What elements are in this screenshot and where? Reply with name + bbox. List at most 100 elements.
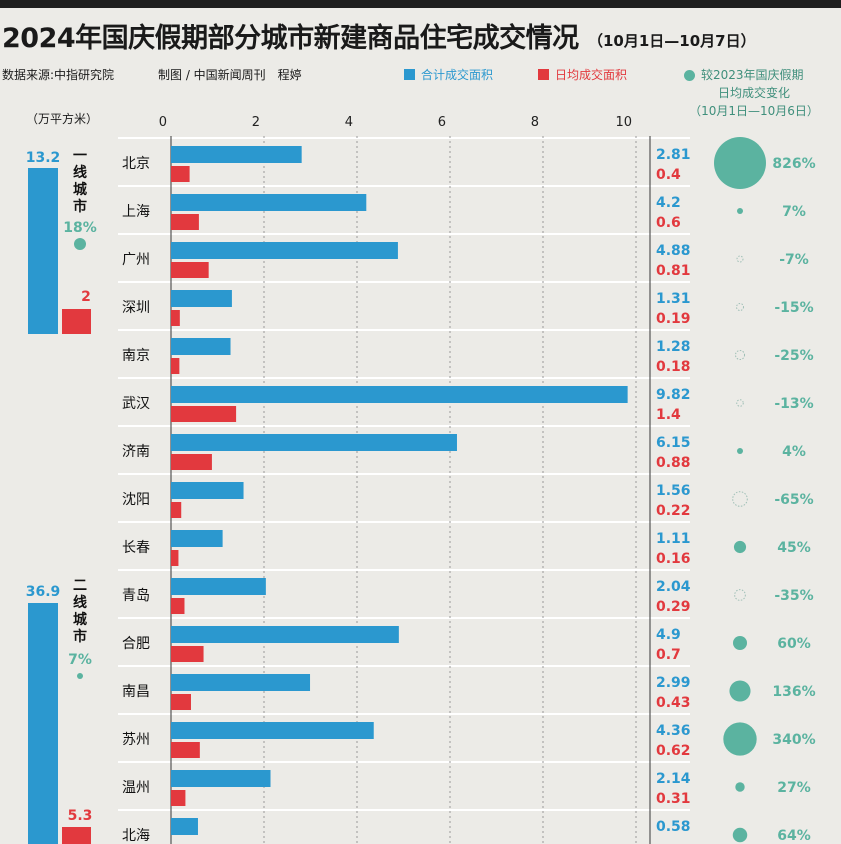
tier1-total-value: 13.2 (26, 150, 61, 166)
change-circle (737, 448, 743, 454)
change-circle (736, 255, 744, 263)
bar-daily (171, 598, 185, 614)
bar-total (171, 242, 398, 259)
bar-daily (171, 214, 199, 230)
bar-daily (171, 166, 190, 182)
bar-daily (171, 646, 204, 662)
value-label-daily: 0.18 (656, 359, 691, 375)
bar-daily (171, 550, 179, 566)
data-source: 数据来源:中指研究院 (2, 68, 115, 82)
tier2-daily-bar (62, 827, 91, 844)
bar-total (171, 434, 457, 451)
change-circle (732, 827, 748, 843)
bar-total (171, 530, 223, 547)
tier2-label-char: 市 (73, 628, 87, 645)
x-tick-label: 2 (252, 115, 260, 130)
category-label: 北京 (122, 156, 150, 172)
bar-daily (171, 406, 237, 422)
change-label: 340% (772, 732, 815, 748)
category-label: 北海 (122, 828, 150, 844)
value-label-total: 1.56 (656, 483, 691, 499)
category-label: 南昌 (122, 684, 150, 700)
change-label: 7% (782, 204, 806, 220)
category-label: 上海 (122, 204, 150, 220)
change-circle (734, 349, 746, 361)
category-label: 长春 (122, 540, 150, 556)
value-label-total: 2.99 (656, 675, 691, 691)
change-label: 136% (772, 684, 815, 700)
legend-total-swatch (404, 69, 415, 80)
change-circle (732, 491, 748, 507)
category-label: 武汉 (122, 396, 150, 412)
change-circle (714, 137, 766, 189)
value-label-daily: 0.7 (656, 647, 681, 663)
value-label-total: 4.9 (656, 627, 681, 643)
change-label: -25% (774, 348, 813, 364)
legend-change-line1: 较2023年国庆假期 (701, 68, 804, 82)
value-label-daily: 0.22 (656, 503, 691, 519)
value-label-total: 0.58 (656, 819, 691, 835)
change-label: -7% (779, 252, 809, 268)
x-tick-label: 4 (345, 115, 353, 130)
x-tick-label: 0 (159, 115, 167, 130)
tier2-change-dot (77, 673, 83, 679)
bar-daily (171, 502, 182, 518)
bar-daily (171, 454, 212, 470)
change-label: -13% (774, 396, 813, 412)
change-circle (737, 208, 743, 214)
change-label: 60% (777, 636, 811, 652)
value-label-daily: 0.16 (656, 551, 691, 567)
change-label: 826% (772, 156, 815, 172)
change-circle (735, 782, 745, 792)
value-label-total: 4.2 (656, 195, 681, 211)
value-label-daily: 0.62 (656, 743, 691, 759)
tier2-label-char: 二 (73, 578, 87, 594)
change-label: 4% (782, 444, 806, 460)
category-label: 苏州 (122, 732, 150, 748)
tier2-change-value: 7% (68, 652, 92, 668)
bar-total (171, 194, 367, 211)
unit-label: （万平方米） (26, 112, 99, 126)
tier2-label-char: 线 (73, 594, 87, 611)
category-label: 南京 (122, 348, 150, 364)
change-label: -35% (774, 588, 813, 604)
tier1-daily-value: 2 (81, 289, 91, 305)
value-label-daily: 0.81 (656, 263, 691, 279)
value-label-total: 1.31 (656, 291, 691, 307)
value-label-total: 1.28 (656, 339, 691, 355)
change-circle (736, 399, 744, 407)
tier1-label-char: 城 (73, 181, 87, 198)
change-label: 45% (777, 540, 811, 556)
top-rule (0, 0, 841, 8)
bar-daily (171, 358, 180, 374)
category-label: 温州 (122, 780, 150, 796)
change-circle (733, 540, 747, 554)
legend-change-dot (684, 69, 695, 81)
change-circle (734, 589, 746, 601)
bar-total (171, 722, 374, 739)
bar-total (171, 146, 302, 163)
tier2-total-bar (28, 603, 58, 844)
legend-change-line3: （10月1日—10月6日） (689, 104, 819, 118)
bar-total (171, 770, 271, 787)
bar-total (171, 386, 628, 403)
bar-total (171, 818, 198, 835)
value-label-total: 2.14 (656, 771, 691, 787)
category-label: 济南 (122, 444, 150, 460)
value-label-daily: 1.4 (656, 407, 681, 423)
value-label-total: 6.15 (656, 435, 691, 451)
bar-total (171, 290, 232, 307)
x-tick-label: 8 (531, 115, 539, 130)
value-label-total: 2.04 (656, 579, 691, 595)
bar-total (171, 482, 244, 499)
value-label-total: 9.82 (656, 387, 691, 403)
value-label-daily: 0.43 (656, 695, 691, 711)
legend-daily-label: 日均成交面积 (555, 68, 628, 82)
value-label-daily: 0.31 (656, 791, 691, 807)
legend-total: 合计成交面积 (404, 66, 493, 83)
value-label-daily: 0.6 (656, 215, 681, 231)
tier2-total-value: 36.9 (26, 584, 61, 600)
legend-total-label: 合计成交面积 (421, 68, 494, 82)
legend-change: 较2023年国庆假期 日均成交变化 （10月1日—10月6日） (684, 66, 824, 120)
